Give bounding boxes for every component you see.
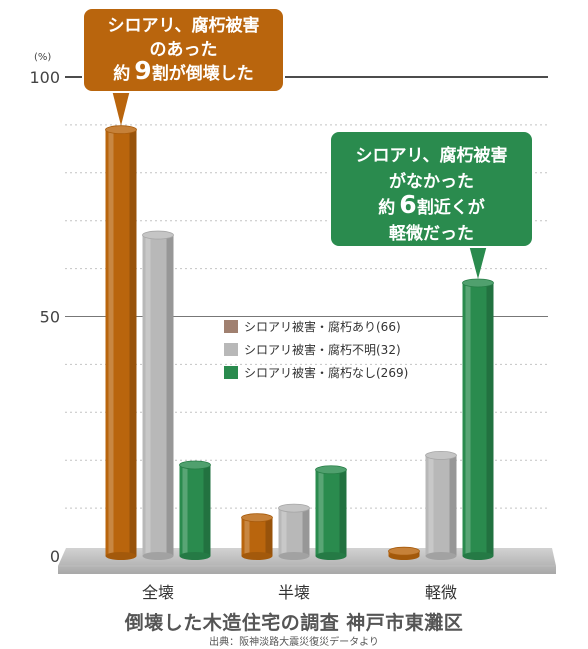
callout-text: 軽微だった	[389, 223, 474, 244]
callout-tail	[112, 90, 130, 126]
y-axis-unit: (%)	[34, 52, 51, 63]
legend-label: シロアリ被害・腐朽なし(269)	[244, 365, 408, 380]
legend-label: シロアリ被害・腐朽不明(32)	[244, 342, 401, 357]
callout-text: がなかった	[389, 171, 474, 192]
callout-tail	[469, 245, 487, 279]
callout-text: シロアリ、腐朽被害	[108, 15, 260, 36]
bar	[179, 460, 211, 560]
callout-text: 約 6割近くが	[378, 190, 484, 219]
legend-swatch	[224, 343, 238, 356]
category-label: 全壊	[142, 583, 174, 602]
callout-text: のあった	[150, 40, 218, 60]
bar	[388, 546, 420, 560]
bar	[315, 465, 347, 560]
bar-layer	[105, 125, 494, 560]
bar	[142, 230, 174, 560]
legend-label: シロアリ被害・腐朽あり(66)	[244, 319, 401, 334]
bar	[105, 125, 137, 560]
axis-layer: 0 50 100 (%) 全壊 半壊 軽微	[29, 52, 457, 602]
category-label: 軽微	[425, 583, 457, 602]
bar	[241, 513, 273, 560]
legend-swatch	[224, 320, 238, 333]
legend-swatch	[224, 366, 238, 379]
category-label: 半壊	[278, 583, 310, 602]
y-tick-label: 100	[29, 68, 60, 87]
callout-text: 約 9割が倒壊した	[113, 56, 253, 85]
y-tick-label: 50	[40, 308, 60, 327]
legend: シロアリ被害・腐朽あり(66) シロアリ被害・腐朽不明(32) シロアリ被害・腐朽な…	[224, 319, 408, 380]
callout-box	[329, 130, 534, 248]
chart-caption-title: 倒壊した木造住宅の調査 神戸市東灘区	[124, 612, 464, 634]
callout-box	[82, 7, 285, 93]
chart-caption-source: 出典：阪神淡路大震災復災データより	[209, 637, 379, 648]
bar	[462, 278, 494, 560]
callout-text: シロアリ、腐朽被害	[356, 145, 508, 166]
bar	[278, 503, 310, 560]
y-tick-label: 0	[50, 547, 60, 566]
bar	[425, 451, 457, 560]
